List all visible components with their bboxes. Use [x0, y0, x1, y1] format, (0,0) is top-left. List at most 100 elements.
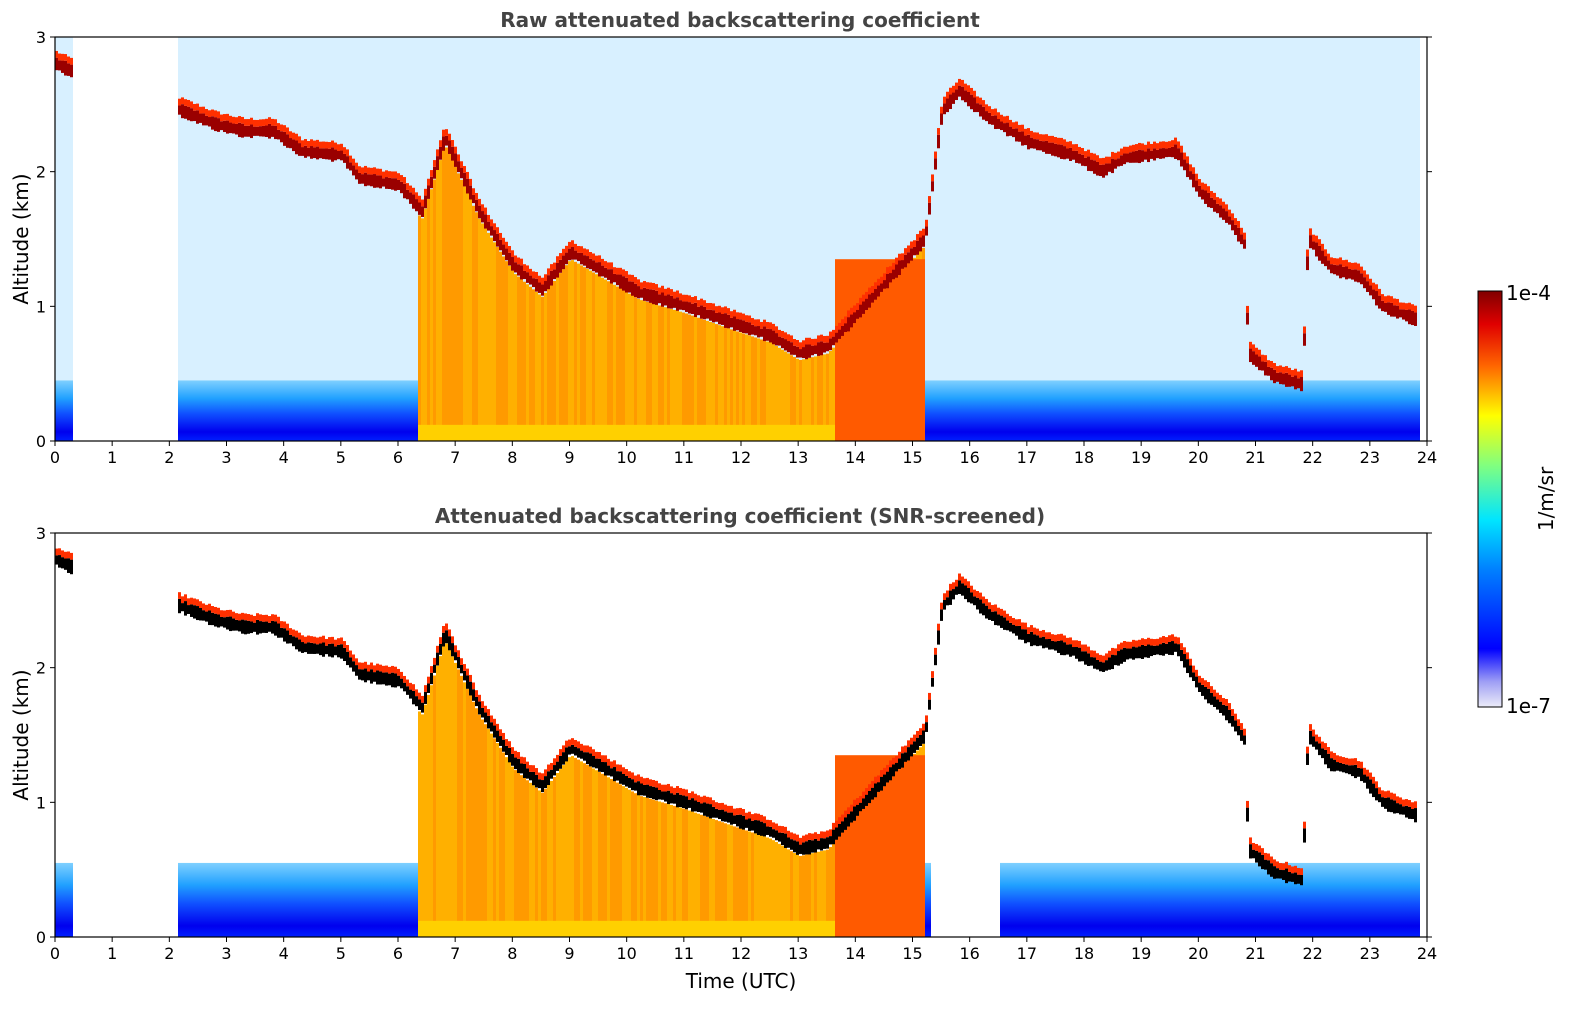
cloud-layer-cell: [1030, 137, 1033, 149]
noise-column: [1072, 37, 1075, 381]
x-tick-label: 7: [450, 448, 460, 467]
cloud-edge-cell: [703, 300, 706, 307]
cloud-layer-cell: [1360, 768, 1363, 782]
noise-column: [646, 37, 649, 381]
noise-column: [649, 37, 652, 381]
noise-column: [703, 37, 706, 381]
cloud-layer-cell: [1312, 736, 1315, 747]
cloud-edge-cell: [742, 313, 745, 321]
noise-column: [682, 37, 685, 381]
cloud-layer-cell: [1045, 639, 1048, 648]
cloud-layer-cell: [667, 790, 670, 805]
surface-column: [523, 920, 526, 937]
cloud-layer-cell: [1198, 185, 1201, 197]
noise-column: [658, 37, 661, 381]
cloud-layer-cell: [1312, 241, 1315, 250]
cloud-edge-cell: [1084, 644, 1087, 652]
cloud-layer-cell: [859, 304, 862, 318]
cloud-edge-cell: [1099, 158, 1102, 165]
cloud-layer-cell: [550, 270, 553, 286]
cloud-edge-cell: [1012, 617, 1015, 625]
noise-column: [253, 37, 256, 381]
cloud-layer-cell: [1078, 647, 1081, 662]
cloud-layer-cell: [637, 781, 640, 796]
aerosol-column: [589, 766, 592, 937]
surface-column: [661, 424, 664, 441]
cloud-layer-cell: [874, 289, 877, 300]
surface-column: [484, 424, 487, 441]
aerosol-column: [499, 747, 502, 937]
cloud-layer-cell: [199, 607, 202, 621]
cloud-edge-cell: [1156, 638, 1159, 646]
noise-column: [1141, 37, 1144, 381]
surface-column: [685, 424, 688, 441]
surface-column: [451, 920, 454, 937]
boundary-layer-column: [1378, 380, 1381, 441]
boundary-layer-column: [55, 380, 58, 441]
y-tick-label: 1: [36, 297, 46, 316]
surface-column: [523, 424, 526, 441]
cloud-edge-cell: [1006, 613, 1009, 621]
cloud-edge-cell: [730, 805, 733, 813]
cloud-layer-cell: [373, 672, 376, 682]
boundary-layer-column: [1351, 862, 1354, 937]
aerosol-column: [418, 215, 421, 441]
boundary-layer-column: [1327, 380, 1330, 441]
aerosol-column: [508, 761, 511, 937]
cloud-edge-cell: [1138, 142, 1141, 150]
cloud-layer-cell: [868, 294, 871, 308]
cloud-layer-cell: [508, 747, 511, 763]
cloud-layer-cell: [1138, 646, 1141, 659]
cloud-edge-cell: [952, 85, 955, 93]
cloud-layer-cell: [379, 175, 382, 189]
cloud-layer-cell: [1351, 269, 1354, 280]
aerosol-column: [496, 247, 499, 441]
boundary-layer-column: [1276, 380, 1279, 441]
noise-column: [670, 37, 673, 381]
cloud-layer-cell: [1003, 123, 1006, 133]
noise-column: [559, 37, 562, 381]
boundary-layer-column: [1048, 380, 1051, 441]
noise-column: [727, 37, 730, 381]
aerosol-column: [439, 160, 442, 441]
cloud-edge-cell: [1090, 650, 1093, 658]
aerosol-column: [418, 711, 421, 937]
cloud-layer-cell: [913, 246, 916, 256]
noise-column: [748, 37, 751, 381]
noise-column: [1084, 37, 1087, 381]
noise-column: [1393, 37, 1396, 381]
surface-column: [718, 424, 721, 441]
surface-column: [427, 424, 430, 441]
surface-column: [676, 920, 679, 937]
cloud-edge-cell: [1213, 192, 1216, 200]
surface-column: [511, 920, 514, 937]
cloud-layer-cell: [556, 262, 559, 278]
cloud-layer-cell: [412, 690, 415, 705]
surface-column: [790, 424, 793, 441]
cloud-edge-cell: [904, 745, 907, 753]
cloud-layer-cell: [376, 175, 379, 188]
boundary-layer-column: [1147, 862, 1150, 937]
cloud-edge-cell: [1315, 235, 1318, 243]
cloud-layer-cell: [742, 815, 745, 830]
cloud-edge-cell: [586, 249, 589, 257]
boundary-layer-column: [1162, 862, 1165, 937]
cloud-edge-cell: [562, 745, 565, 753]
surface-column: [682, 920, 685, 937]
cloud-layer-cell: [763, 823, 766, 837]
boundary-layer-column: [1357, 380, 1360, 441]
cloud-layer-cell: [1381, 797, 1384, 807]
boundary-layer-column: [352, 380, 355, 441]
cloud-edge-cell: [1402, 302, 1405, 310]
noise-column: [913, 37, 916, 381]
cloud-layer-cell: [736, 814, 739, 827]
cloud-edge-cell: [823, 831, 826, 839]
cloud-edge-cell: [355, 658, 358, 666]
panel-screened-y-label: Altitude (km): [9, 669, 33, 800]
cloud-layer-cell: [1210, 692, 1213, 705]
cloud-layer-cell: [1297, 378, 1300, 389]
cloud-edge-cell: [1033, 132, 1036, 140]
noise-column: [1180, 37, 1183, 381]
cloud-layer-cell: [1285, 372, 1288, 387]
dense-plume-column: [841, 755, 844, 937]
